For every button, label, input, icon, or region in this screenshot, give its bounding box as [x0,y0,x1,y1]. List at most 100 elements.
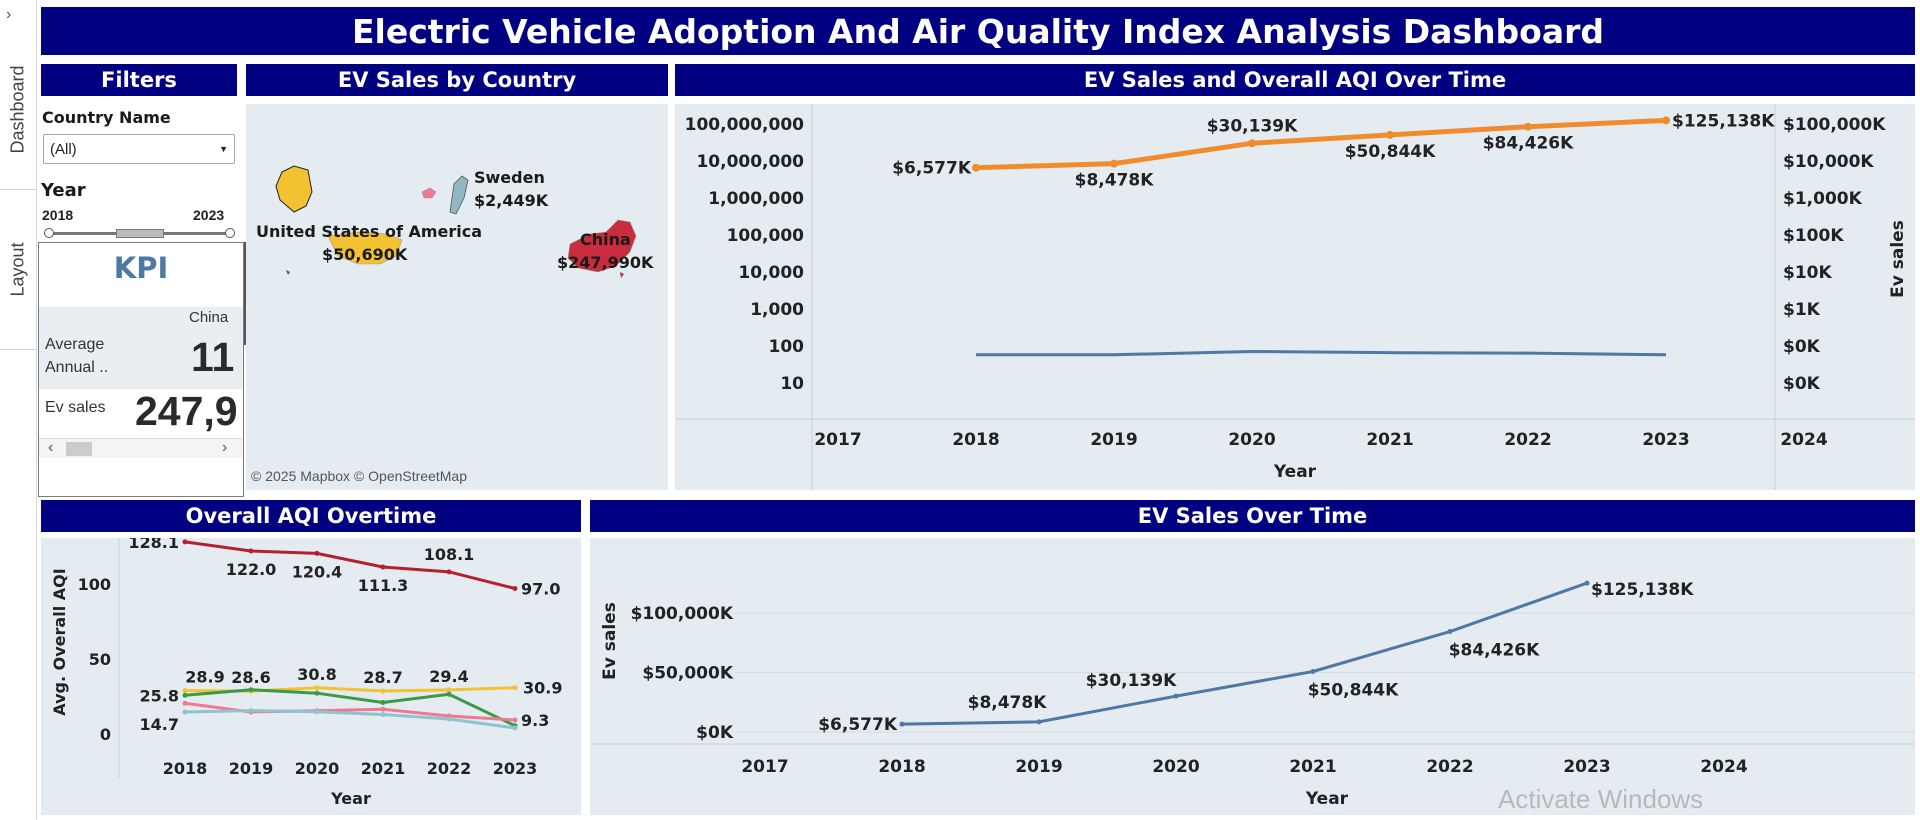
chart2-point [248,548,254,554]
country-filter-label: Country Name [42,108,171,127]
chart1-ev-data-label: $125,138K [1672,111,1775,131]
kpi-scrollbar[interactable]: ‹ › [39,438,243,458]
chart1-y-tick-right: $1,000K [1783,189,1863,209]
chart2-data-label: 108.1 [424,545,475,564]
chart1-ev-sales-line [975,117,1667,171]
chart2-point [314,550,320,556]
chart2-series-line [184,540,516,590]
chart2-data-label: 128.1 [128,538,179,552]
kpi-row2-label: Ev sales [45,399,106,416]
chart1-y-tick-left: 100,000 [727,226,805,246]
chart2-panel[interactable]: 0 50 100 Avg. Overall AQI 2018 2019 2020 2021 20… [41,533,581,815]
map-panel[interactable]: Sweden $2,449K United States of America … [246,104,668,490]
year-slider-range-grip[interactable] [116,229,164,238]
chart1-y-tick-left: 100,000,000 [685,115,805,135]
side-panel: › Dashboard Layout [0,0,37,819]
chart1-aqi-line [976,350,1667,357]
chart1-y-tick-left: 100 [769,337,805,357]
chart3-panel[interactable]: $0K $50,000K $100,000K Ev sales 2017 2018 2019… [590,538,1915,815]
chart2-data-label: 29.4 [429,667,468,686]
chart2-x-tick: 2023 [493,759,538,778]
china-label: China [580,230,631,249]
chart2-point [314,690,320,696]
chart2-point [248,708,254,714]
chart2-data-label: 30.8 [297,665,336,684]
chart3-point [899,721,905,727]
chart3-y-tick: $50,000K [642,664,733,684]
kpi-row1-value: 11 [191,334,235,380]
chart2-data-label: 25.8 [140,686,179,705]
chart2-point [512,725,518,731]
chart3-data-label: $6,577K [818,715,898,735]
chart2-point [380,712,386,717]
taiwan-shape [620,272,624,278]
kpi-card: KPI China Average Annual .. 11 Ev sales … [38,242,244,497]
chart3-point [1447,629,1453,635]
chart1-ev-point [1386,130,1394,139]
chart1-x-tick: 2019 [1090,430,1137,450]
sweden-shape [449,175,469,215]
chart2-y-tick: 100 [78,575,111,594]
chart1-panel[interactable]: 100,000,000 10,000,000 1,000,000 100,000 10,… [675,104,1915,490]
chart2-series-line [184,709,516,730]
chart2-point [380,688,386,694]
chart3-x-tick: 2017 [741,757,788,777]
chart2-series-line [184,688,516,728]
chart2-data-label: 30.9 [523,679,562,698]
tab-layout[interactable]: Layout [0,190,37,350]
chart3-x-tick: 2023 [1563,757,1610,777]
chart3-ev-sales-line [901,581,1588,726]
tab-dashboard[interactable]: Dashboard [0,30,37,190]
chart3-point [1584,580,1590,586]
chart3-data-label: $125,138K [1591,580,1694,600]
usa-shape [327,231,403,265]
chart2-y-axis-label: Avg. Overall AQI [50,568,69,715]
chart3-y-tick: $100,000K [631,604,734,624]
os-watermark: Activate Windows [1498,784,1704,814]
chart1-svg: 100,000,000 10,000,000 1,000,000 100,000 10,… [675,104,1915,490]
chart1-x-tick: 2017 [814,430,861,450]
chart2-x-axis-label: Year [330,789,371,808]
tab-layout-label: Layout [8,242,29,297]
chart2-data-label: 28.9 [185,668,224,687]
scroll-thumb[interactable] [66,442,92,456]
chart2-point [380,700,386,705]
sweden-label: Sweden $2,449K [474,166,548,212]
chart2-point [512,685,518,691]
chart1-ev-data-label: $84,426K [1483,134,1574,154]
chart2-point [182,539,188,545]
map-attribution[interactable]: © 2025 Mapbox © OpenStreetMap [251,468,467,484]
usa-label: United States of America [256,222,483,241]
chart2-data-label: 120.4 [292,562,343,581]
chart3-title: EV Sales Over Time [590,500,1915,532]
chart3-point [1173,693,1179,699]
chart2-point [182,688,188,694]
usa-value: $50,690K [322,245,408,264]
chart2-point [512,717,518,723]
year-slider-max-handle[interactable] [225,228,235,238]
chart1-y-tick-left: 1,000 [750,300,804,320]
year-slider-min-handle[interactable] [44,228,54,238]
chart2-y-tick: 50 [89,650,111,669]
chart1-x-tick: 2022 [1504,430,1551,450]
chart1-ev-point [972,163,980,172]
chart2-x-tick: 2021 [361,759,406,778]
chart1-y-tick-right: $1K [1783,300,1821,320]
chart1-ev-data-label: $50,844K [1345,142,1436,162]
chart1-x-tick: 2018 [952,430,999,450]
scroll-right-icon[interactable]: › [222,439,228,456]
chart1-y-tick-left: 10,000,000 [696,152,804,172]
chart1-y-tick-right: $100,000K [1783,115,1886,135]
chart2-point [182,692,188,698]
sweden-value: $2,449K [474,191,549,210]
chart1-y-tick-right: $100K [1783,226,1844,246]
sweden-name: Sweden [474,168,545,187]
chart1-x-tick: 2020 [1228,430,1275,450]
chart2-point [248,687,254,693]
kpi-row1-label-line2: Annual .. [45,359,109,376]
expand-icon[interactable]: › [6,6,12,23]
country-dropdown[interactable]: (All) ▼ [43,134,235,164]
year-max-label: 2023 [193,207,225,223]
chart2-x-tick: 2020 [295,759,340,778]
scroll-left-icon[interactable]: ‹ [48,439,54,456]
